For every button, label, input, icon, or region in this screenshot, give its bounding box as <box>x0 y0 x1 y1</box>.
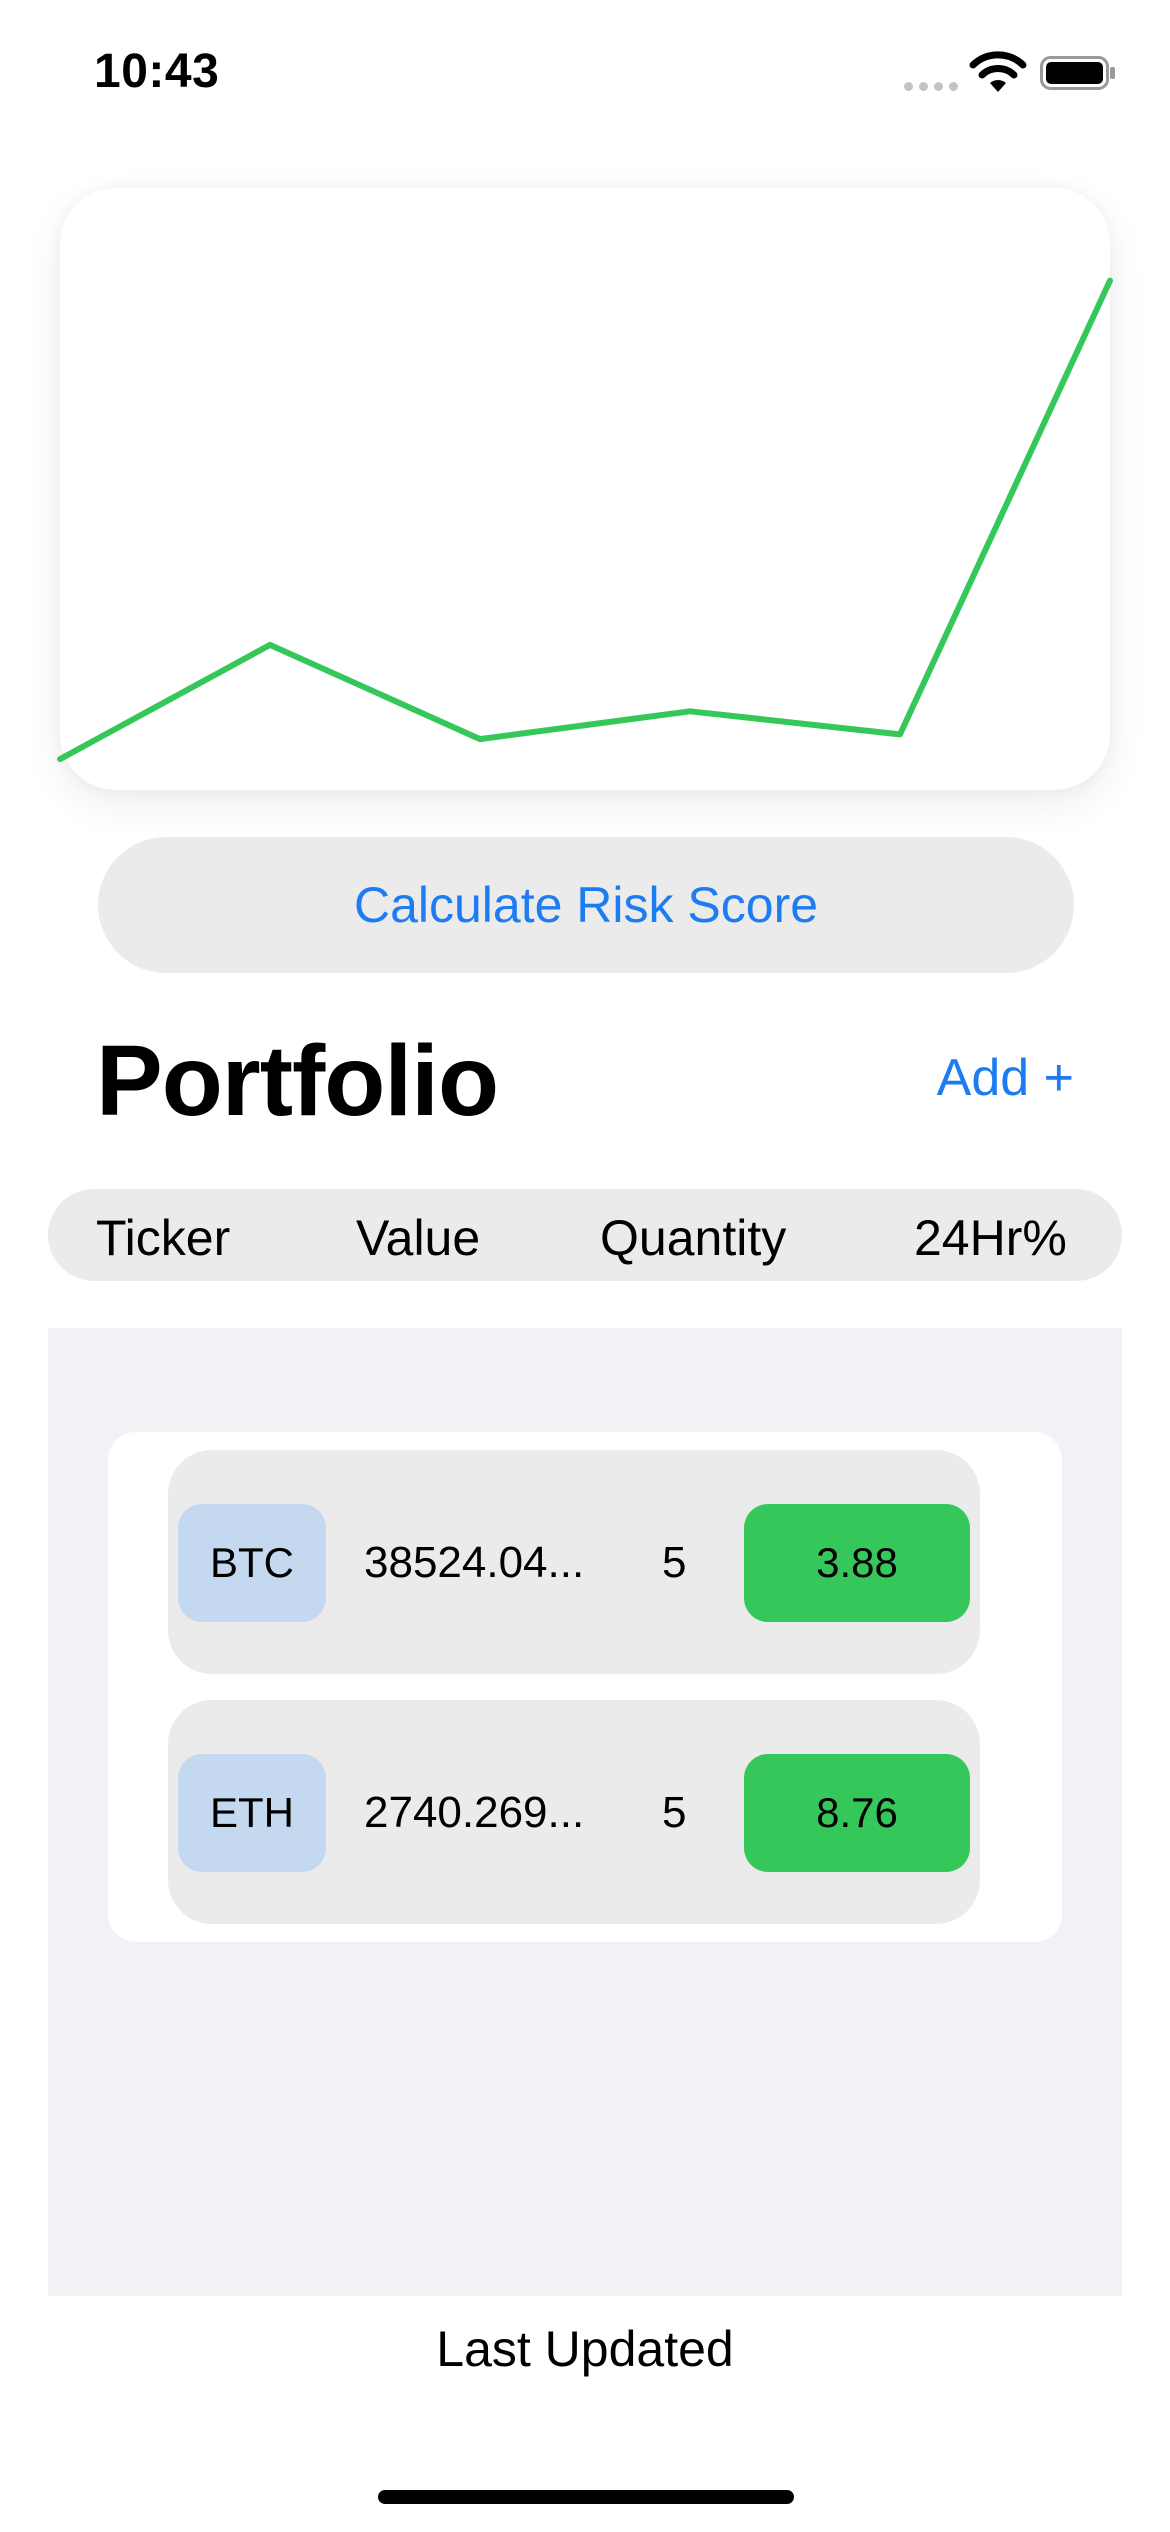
asset-row-btc[interactable]: BTC 38524.04... 5 3.88 <box>168 1450 980 1674</box>
ticker-chip: ETH <box>178 1754 326 1872</box>
asset-value: 38524.04... <box>364 1538 585 1587</box>
header-24hr-change: 24Hr% <box>914 1210 1067 1266</box>
header-quantity: Quantity <box>600 1210 787 1266</box>
status-time: 10:43 <box>94 45 220 98</box>
change-24hr-badge: 8.76 <box>744 1754 970 1872</box>
chart-series-line <box>57 277 1113 763</box>
price-chart <box>57 277 1113 763</box>
status-bar: 10:43 <box>0 0 1170 140</box>
asset-quantity: 5 <box>662 1538 687 1587</box>
price-chart-card <box>57 188 1113 790</box>
portfolio-list[interactable]: BTC 38524.04... 5 3.88 ETH 2740.269... 5… <box>48 1328 1122 2296</box>
ticker-chip: BTC <box>178 1504 326 1622</box>
change-24hr-badge: 3.88 <box>744 1504 970 1622</box>
header-value: Value <box>356 1210 481 1266</box>
asset-value: 2740.269... <box>364 1788 585 1837</box>
home-indicator <box>378 2490 794 2504</box>
portfolio-title: Portfolio <box>96 1025 499 1137</box>
add-asset-button[interactable]: Add + <box>936 1049 1074 1107</box>
last-updated-label: Last Updated <box>436 2321 734 2377</box>
table-header: Ticker Value Quantity 24Hr% <box>48 1189 1122 1281</box>
header-ticker: Ticker <box>96 1210 231 1266</box>
asset-quantity: 5 <box>662 1788 687 1837</box>
portfolio-list-card: BTC 38524.04... 5 3.88 ETH 2740.269... 5… <box>108 1432 1062 1942</box>
battery-icon <box>1040 56 1115 90</box>
asset-row-eth[interactable]: ETH 2740.269... 5 8.76 <box>168 1700 980 1924</box>
wifi-icon <box>969 51 1027 92</box>
cellular-signal-icon <box>904 82 958 91</box>
calculate-risk-score-button[interactable]: Calculate Risk Score <box>98 837 1074 973</box>
